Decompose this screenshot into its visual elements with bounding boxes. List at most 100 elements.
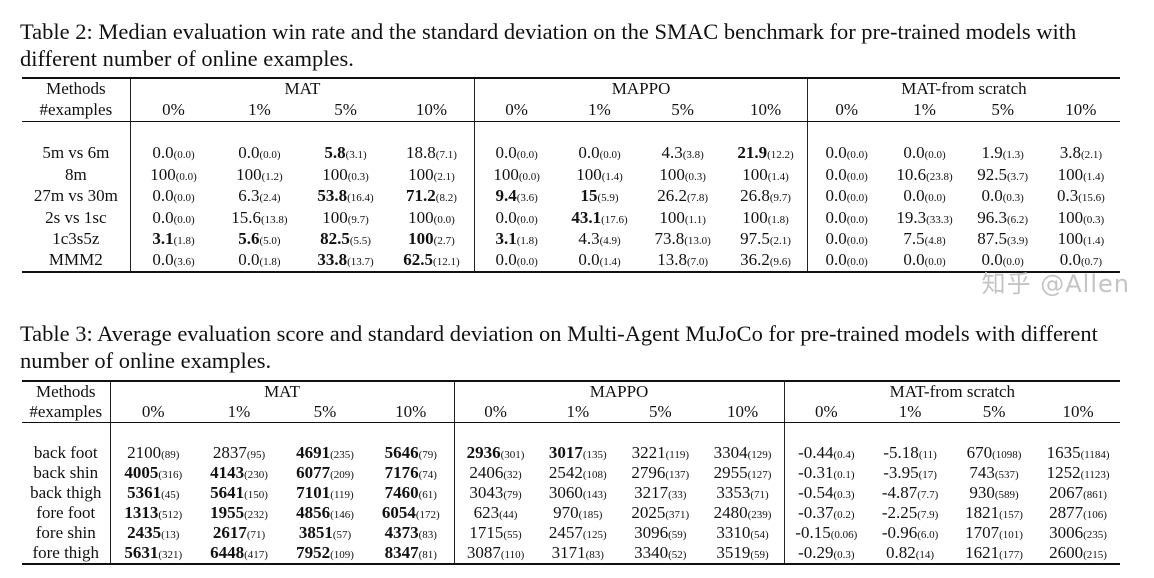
- mean-value: 2600: [1049, 542, 1084, 562]
- mean-value: 5.8: [324, 143, 346, 163]
- mean-value: 4373: [384, 522, 419, 542]
- value-cell: -4.87(7.7): [868, 483, 952, 503]
- std-value: (129): [747, 448, 772, 461]
- mean-value: 3851: [298, 522, 333, 542]
- value-cell: 43.1(17.6): [558, 207, 641, 229]
- std-value: (3.6): [173, 256, 195, 269]
- percent-header: 1%: [536, 402, 620, 423]
- mean-value: 4005: [124, 462, 159, 482]
- spacer-cell: [952, 423, 1036, 443]
- mean-value: 2435: [127, 522, 162, 542]
- mean-value: 2837: [212, 442, 247, 462]
- value-cell: 970(185): [537, 503, 620, 523]
- value-cell: 0.0(0.0): [806, 164, 886, 186]
- value-cell: 9.4(3.6): [474, 185, 558, 207]
- mean-value: 0.0: [495, 207, 517, 227]
- value-cell: 6.3(2.4): [216, 186, 302, 208]
- mean-value: 6.3: [238, 186, 260, 206]
- value-cell: 3017(135): [537, 443, 620, 463]
- mean-value: -4.87: [881, 482, 918, 502]
- value-cell: 82.5(5.5): [302, 229, 388, 251]
- value-cell: 100(1.4): [1042, 229, 1120, 251]
- percent-header: 5%: [963, 99, 1042, 122]
- mean-value: 6077: [296, 462, 331, 482]
- table-row: 27m vs 30m 0.0(0.0) 6.3(2.4) 53.8(16.4) 71.2…: [22, 185, 1120, 208]
- mean-value: 2877: [1049, 502, 1084, 522]
- value-cell: 0.0(0.0): [963, 250, 1042, 273]
- std-value: (7.7): [917, 488, 939, 501]
- mean-value: 0.0: [578, 250, 600, 270]
- mean-value: 100: [742, 207, 768, 227]
- mean-value: 4691: [296, 442, 331, 462]
- value-cell: 0.0(0.0): [474, 250, 558, 273]
- value-cell: 0.0(0.0): [806, 142, 886, 164]
- percent-header: 0%: [109, 402, 196, 423]
- value-cell: 5641(150): [196, 483, 282, 503]
- value-cell: 4691(235): [282, 443, 368, 463]
- percent-header: 0%: [783, 402, 869, 423]
- value-cell: 4143(230): [196, 463, 282, 483]
- value-cell: 0.0(0.0): [474, 142, 558, 164]
- std-value: (0.0): [173, 213, 195, 226]
- std-value: (0.3): [1083, 213, 1105, 226]
- value-cell: 3304(129): [702, 443, 785, 463]
- mean-value: 3310: [716, 522, 751, 542]
- value-cell: 87.5(3.9): [964, 229, 1042, 251]
- mean-value: 9.4: [495, 186, 517, 206]
- mean-value: 2796: [631, 462, 666, 482]
- std-value: (2.1): [433, 170, 455, 183]
- mean-value: -0.15: [795, 522, 831, 542]
- std-value: (1.1): [684, 213, 706, 226]
- mean-value: 743: [969, 462, 995, 482]
- value-cell: 2435(13): [109, 522, 196, 543]
- std-value: (172): [415, 508, 440, 521]
- value-cell: 0.0(0.0): [886, 143, 964, 165]
- mean-value: 930: [969, 482, 995, 502]
- mean-value: 0.0: [152, 143, 174, 163]
- mean-value: 3171: [551, 542, 586, 562]
- value-cell: 100(2.7): [389, 229, 475, 251]
- spacer-cell: [22, 423, 110, 443]
- table-row: fore shin 2435(13) 2617(71) 3851(57) 4373(83…: [22, 522, 1120, 543]
- std-value: (79): [418, 448, 437, 461]
- percent-header: 1%: [216, 99, 303, 122]
- spacer-cell: [964, 121, 1042, 143]
- std-value: (215): [1083, 548, 1107, 561]
- percent-header: 0%: [806, 99, 886, 122]
- table-row: back shin 4005(316) 4143(230) 6077(209) 7176…: [22, 462, 1120, 483]
- std-value: (59): [668, 528, 687, 541]
- mean-value: 100: [659, 207, 685, 227]
- spacer-cell: [302, 121, 388, 143]
- percent-header: 10%: [1036, 402, 1121, 423]
- percent-header: 10%: [724, 99, 808, 122]
- mean-value: 100: [236, 164, 262, 184]
- row-label: 27m vs 30m: [33, 186, 118, 206]
- std-value: (44): [499, 508, 518, 521]
- value-cell: 7460(61): [368, 483, 454, 503]
- value-cell: 92.5(3.7): [964, 164, 1042, 186]
- value-cell: 26.2(7.8): [641, 186, 724, 208]
- std-value: (537): [994, 468, 1019, 481]
- std-value: (3.9): [1007, 235, 1029, 248]
- mean-value: -0.29: [798, 542, 834, 562]
- std-value: (14): [915, 548, 935, 561]
- row-label: back thigh: [30, 482, 102, 502]
- std-value: (9.7): [347, 213, 369, 226]
- mean-value: 0.0: [903, 250, 925, 270]
- value-cell: 97.5(2.1): [724, 229, 807, 251]
- mean-value: 92.5: [977, 164, 1008, 184]
- std-value: (54): [750, 528, 769, 541]
- spacer-cell: [806, 121, 886, 143]
- mean-value: 7.5: [903, 229, 925, 249]
- std-value: (110): [500, 548, 525, 561]
- mean-value: 100: [576, 164, 602, 184]
- mean-value: 1821: [965, 502, 1000, 522]
- row-label: fore foot: [36, 502, 96, 522]
- value-cell: 100(1.4): [724, 164, 807, 186]
- std-value: (55): [503, 528, 522, 541]
- percent-header: 5%: [302, 99, 389, 122]
- value-cell: 4.3(3.8): [641, 143, 724, 165]
- value-cell: 0.0(0.0): [558, 143, 641, 165]
- spacer-cell: [22, 121, 130, 143]
- mujoco-table: Methods MAT MAPPO MAT-from scratch #examples…: [22, 380, 1121, 565]
